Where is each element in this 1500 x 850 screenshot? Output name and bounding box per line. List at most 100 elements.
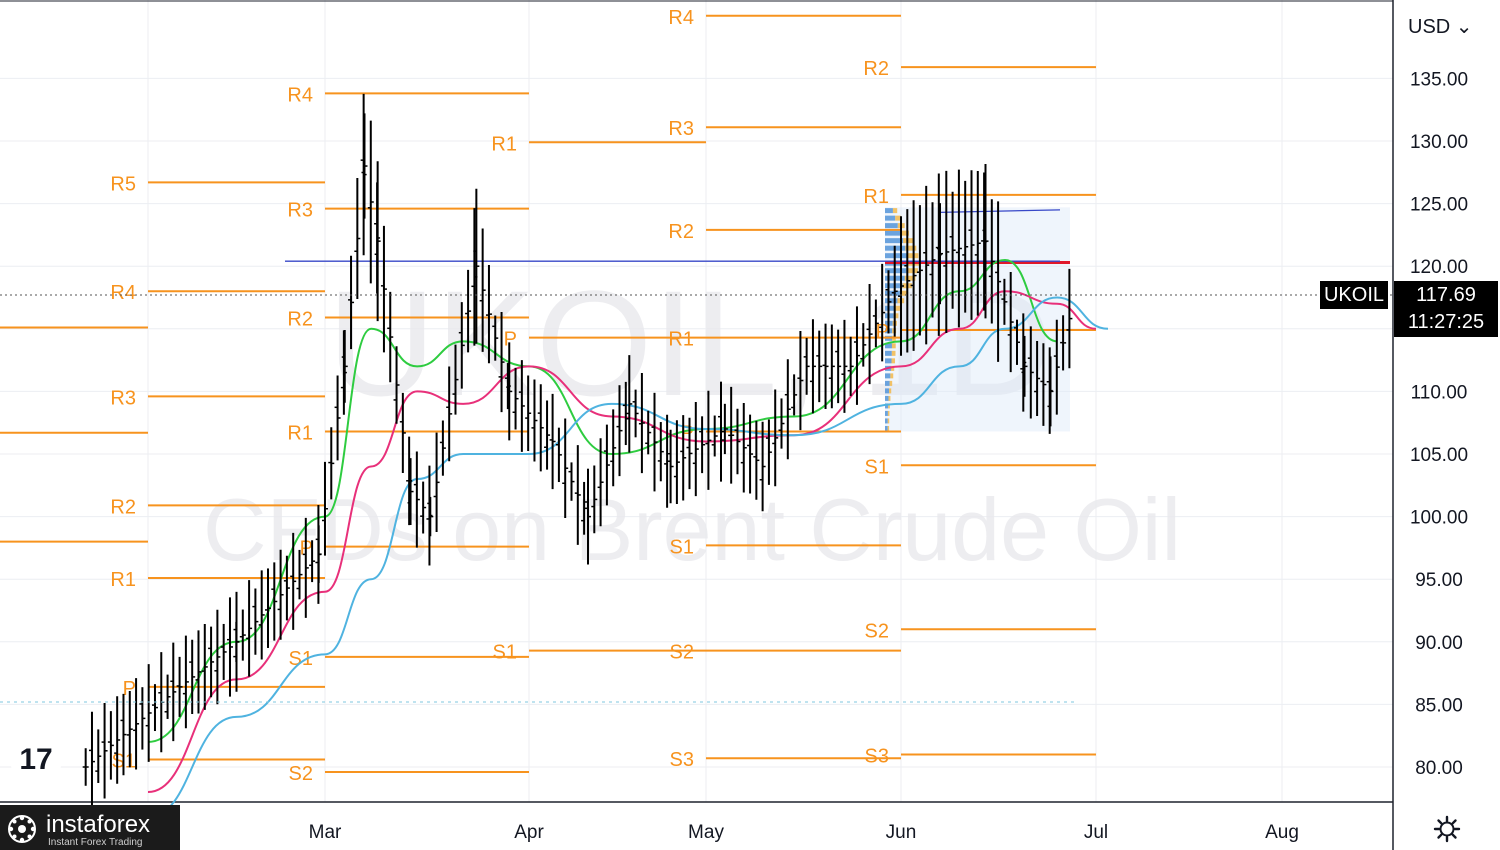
countdown-timer: 11:27:25 [1407, 311, 1485, 333]
last-price-badge: 117.69 11:27:25 [1394, 281, 1498, 337]
ohlc-bar [828, 324, 835, 409]
pivot-label: S1 [493, 642, 517, 664]
ohlc-bar [784, 359, 791, 460]
ohlc-bar [537, 384, 544, 472]
price-tick-label: 120.00 [1410, 257, 1468, 278]
ohlc-bar [803, 337, 810, 395]
ohlc-bar [120, 693, 127, 776]
pivot-label: R1 [287, 422, 313, 444]
time-tick-label: Apr [514, 822, 544, 843]
time-tick-label: Jul [1084, 822, 1108, 843]
ohlc-bar [597, 438, 604, 527]
ohlc-bar [258, 570, 265, 660]
time-tick-label: Aug [1265, 822, 1299, 843]
volume-bar [885, 373, 891, 379]
ohlc-bar [753, 420, 760, 500]
time-axis[interactable]: FebMarAprMayJunJulAug [132, 822, 1299, 843]
volume-bar [885, 388, 890, 394]
ohlc-bar [189, 639, 196, 715]
ohlc-bar [1053, 319, 1060, 415]
ohlc-bar [151, 684, 158, 732]
volume-bar [890, 365, 895, 371]
instaforex-brand[interactable]: instaforex Instant Forex Trading [0, 805, 180, 850]
chevron-down-icon: ⌄ [1455, 16, 1473, 38]
price-tick-label: 105.00 [1410, 445, 1468, 466]
ohlc-bar [853, 306, 860, 405]
ohlc-bar [891, 245, 898, 337]
ohlc-bar [170, 642, 177, 742]
pivot-label: S1 [670, 536, 694, 558]
ohlc-bar [348, 255, 355, 350]
ohlc-bar [512, 367, 519, 430]
ohlc-bar [214, 609, 221, 705]
pivot-label: R2 [668, 221, 694, 243]
volume-bar [885, 223, 898, 229]
volume-bar [899, 290, 908, 296]
ohlc-bar [277, 549, 284, 640]
volume-bar [905, 245, 917, 251]
ohlc-bar [334, 375, 341, 461]
brand-name: instaforex [46, 811, 151, 838]
ohlc-bar [699, 416, 706, 474]
volume-bar [885, 230, 901, 236]
volume-bar [885, 425, 888, 431]
ohlc-bar [446, 366, 453, 462]
volume-bar [892, 208, 898, 214]
ohlc-bar [82, 748, 89, 786]
volume-bar [885, 215, 896, 221]
ohlc-bar [711, 415, 718, 457]
ohlc-bar [465, 269, 472, 353]
ohlc-bar [413, 451, 420, 548]
ohlc-bar [309, 540, 316, 583]
ohlc-bar [778, 398, 785, 449]
ohlc-bar [95, 729, 102, 783]
ohlc-bar [525, 375, 532, 452]
volume-bar [891, 343, 896, 349]
price-axis[interactable]: 80.0085.0090.0095.00100.00105.00110.0011… [1410, 69, 1468, 779]
ohlc-bar [195, 630, 202, 714]
ohlc-bar [498, 312, 505, 413]
ohlc-bar [427, 496, 434, 537]
volume-bar [904, 275, 916, 281]
ohlc-bar [506, 342, 513, 441]
ohlc-bar [182, 635, 189, 729]
ohlc-bar [667, 429, 674, 504]
ohlc-bar [772, 389, 779, 487]
ohlc-bar [387, 291, 394, 383]
ohlc-bar [872, 299, 879, 348]
volume-bar [885, 253, 907, 259]
ohlc-bar [208, 626, 215, 698]
ohlc-bar [645, 410, 652, 455]
pivot-label: R2 [863, 58, 889, 80]
ohlc-bar [367, 120, 374, 284]
settings-gear-icon[interactable] [1432, 814, 1462, 844]
pivot-label: R3 [668, 118, 694, 140]
ohlc-bar [114, 696, 121, 784]
ohlc-bar [638, 372, 645, 474]
ohlc-bar [740, 403, 747, 493]
ohlc-bar [1014, 319, 1020, 365]
volume-bar [885, 395, 889, 401]
ohlc-bar [847, 336, 854, 396]
volume-bar [885, 298, 898, 304]
volume-bar [885, 238, 904, 244]
tradingview-logo-icon[interactable]: 17 [10, 738, 62, 782]
time-tick-label: Mar [309, 822, 342, 843]
ohlc-bar [452, 344, 459, 415]
ohlc-bar [176, 656, 183, 717]
ohlc-bar [361, 113, 368, 219]
currency-selector[interactable]: USD ⌄ [1408, 14, 1473, 39]
ohlc-bar [962, 180, 969, 313]
volume-bar [885, 358, 892, 364]
ohlc-bar [949, 191, 956, 309]
watermark-subtitle: CFDs on Brent Crude Oil [203, 480, 1181, 579]
ohlc-bar [555, 427, 562, 483]
ohlc-bar [139, 687, 146, 750]
pivot-label: R5 [110, 173, 136, 195]
ohlc-bar [485, 265, 492, 364]
ohlc-bar [531, 379, 538, 462]
volume-bar [906, 253, 919, 259]
ohlc-bar [126, 691, 133, 768]
vwap-upper [939, 209, 1061, 214]
